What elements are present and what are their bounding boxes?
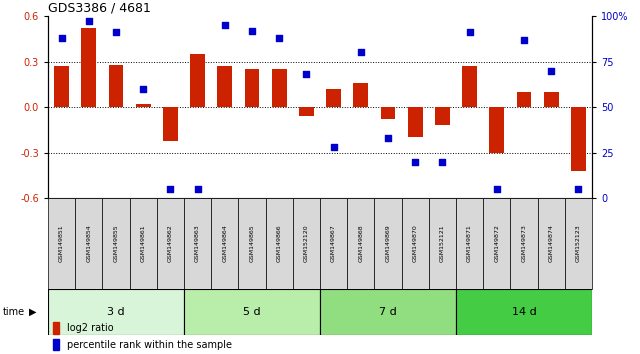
- Bar: [244, 69, 259, 107]
- Bar: [381, 107, 396, 119]
- Bar: [435, 107, 450, 125]
- Text: GSM152121: GSM152121: [440, 224, 445, 262]
- Bar: [136, 104, 150, 107]
- Text: 3 d: 3 d: [107, 307, 125, 316]
- Bar: [163, 107, 178, 141]
- Text: log2 ratio: log2 ratio: [67, 323, 114, 333]
- Bar: [157, 198, 184, 289]
- Text: GSM152123: GSM152123: [576, 224, 581, 262]
- Point: [573, 186, 584, 192]
- Point: [193, 186, 203, 192]
- Bar: [293, 198, 320, 289]
- Bar: [102, 198, 130, 289]
- Point: [383, 135, 393, 141]
- Bar: [408, 107, 422, 137]
- Text: 7 d: 7 d: [379, 307, 397, 316]
- Bar: [483, 198, 511, 289]
- Text: GSM149864: GSM149864: [222, 224, 227, 262]
- Bar: [511, 198, 538, 289]
- Bar: [348, 198, 374, 289]
- Bar: [462, 66, 477, 107]
- Bar: [190, 54, 205, 107]
- Point: [111, 29, 121, 35]
- Bar: [326, 89, 341, 107]
- Text: GSM149855: GSM149855: [113, 224, 118, 262]
- Point: [410, 159, 420, 165]
- Point: [165, 186, 175, 192]
- Bar: [571, 107, 586, 171]
- Text: 5 d: 5 d: [243, 307, 261, 316]
- Text: time: time: [3, 307, 26, 316]
- Bar: [544, 92, 559, 107]
- Point: [356, 50, 366, 55]
- Point: [274, 35, 284, 41]
- Bar: [353, 83, 368, 107]
- Bar: [109, 64, 124, 107]
- Bar: [320, 198, 348, 289]
- Text: GSM149871: GSM149871: [467, 224, 472, 262]
- Bar: [239, 198, 266, 289]
- Bar: [374, 198, 402, 289]
- Text: GSM149865: GSM149865: [250, 224, 255, 262]
- Text: GSM149862: GSM149862: [168, 224, 173, 262]
- Point: [519, 37, 529, 42]
- Bar: [81, 28, 96, 107]
- Bar: [76, 198, 102, 289]
- Bar: [429, 198, 456, 289]
- Text: GSM149869: GSM149869: [385, 224, 390, 262]
- Point: [328, 144, 339, 150]
- Bar: [184, 198, 211, 289]
- Bar: [54, 339, 60, 350]
- Bar: [54, 66, 69, 107]
- Bar: [565, 198, 592, 289]
- Text: GSM149872: GSM149872: [494, 224, 499, 262]
- Point: [437, 159, 447, 165]
- Point: [56, 35, 67, 41]
- Bar: [184, 289, 320, 335]
- Text: GSM149854: GSM149854: [86, 224, 92, 262]
- Text: GSM149851: GSM149851: [59, 224, 64, 262]
- Bar: [218, 66, 232, 107]
- Bar: [299, 107, 314, 116]
- Bar: [272, 69, 287, 107]
- Text: GSM149868: GSM149868: [358, 224, 364, 262]
- Text: GSM149866: GSM149866: [276, 224, 282, 262]
- Point: [546, 68, 556, 74]
- Point: [138, 86, 148, 92]
- Point: [220, 22, 230, 28]
- Point: [465, 29, 475, 35]
- Text: ▶: ▶: [29, 307, 36, 316]
- Bar: [48, 289, 184, 335]
- Text: GSM152120: GSM152120: [304, 224, 309, 262]
- Bar: [266, 198, 293, 289]
- Text: GDS3386 / 4681: GDS3386 / 4681: [48, 2, 151, 15]
- Bar: [456, 198, 483, 289]
- Text: GSM149861: GSM149861: [141, 224, 146, 262]
- Bar: [538, 198, 565, 289]
- Point: [492, 186, 502, 192]
- Bar: [211, 198, 239, 289]
- Point: [247, 28, 257, 33]
- Text: GSM149867: GSM149867: [331, 224, 336, 262]
- Point: [84, 18, 94, 24]
- Text: GSM149873: GSM149873: [522, 224, 527, 262]
- Bar: [516, 92, 531, 107]
- Bar: [48, 198, 76, 289]
- Bar: [490, 107, 504, 153]
- Bar: [456, 289, 592, 335]
- Point: [301, 72, 312, 77]
- Text: percentile rank within the sample: percentile rank within the sample: [67, 340, 232, 350]
- Bar: [402, 198, 429, 289]
- Bar: [320, 289, 456, 335]
- Text: GSM149863: GSM149863: [195, 224, 200, 262]
- Text: 14 d: 14 d: [511, 307, 536, 316]
- Bar: [129, 198, 157, 289]
- Text: GSM149874: GSM149874: [548, 224, 554, 262]
- Text: GSM149870: GSM149870: [413, 224, 418, 262]
- Bar: [54, 322, 60, 333]
